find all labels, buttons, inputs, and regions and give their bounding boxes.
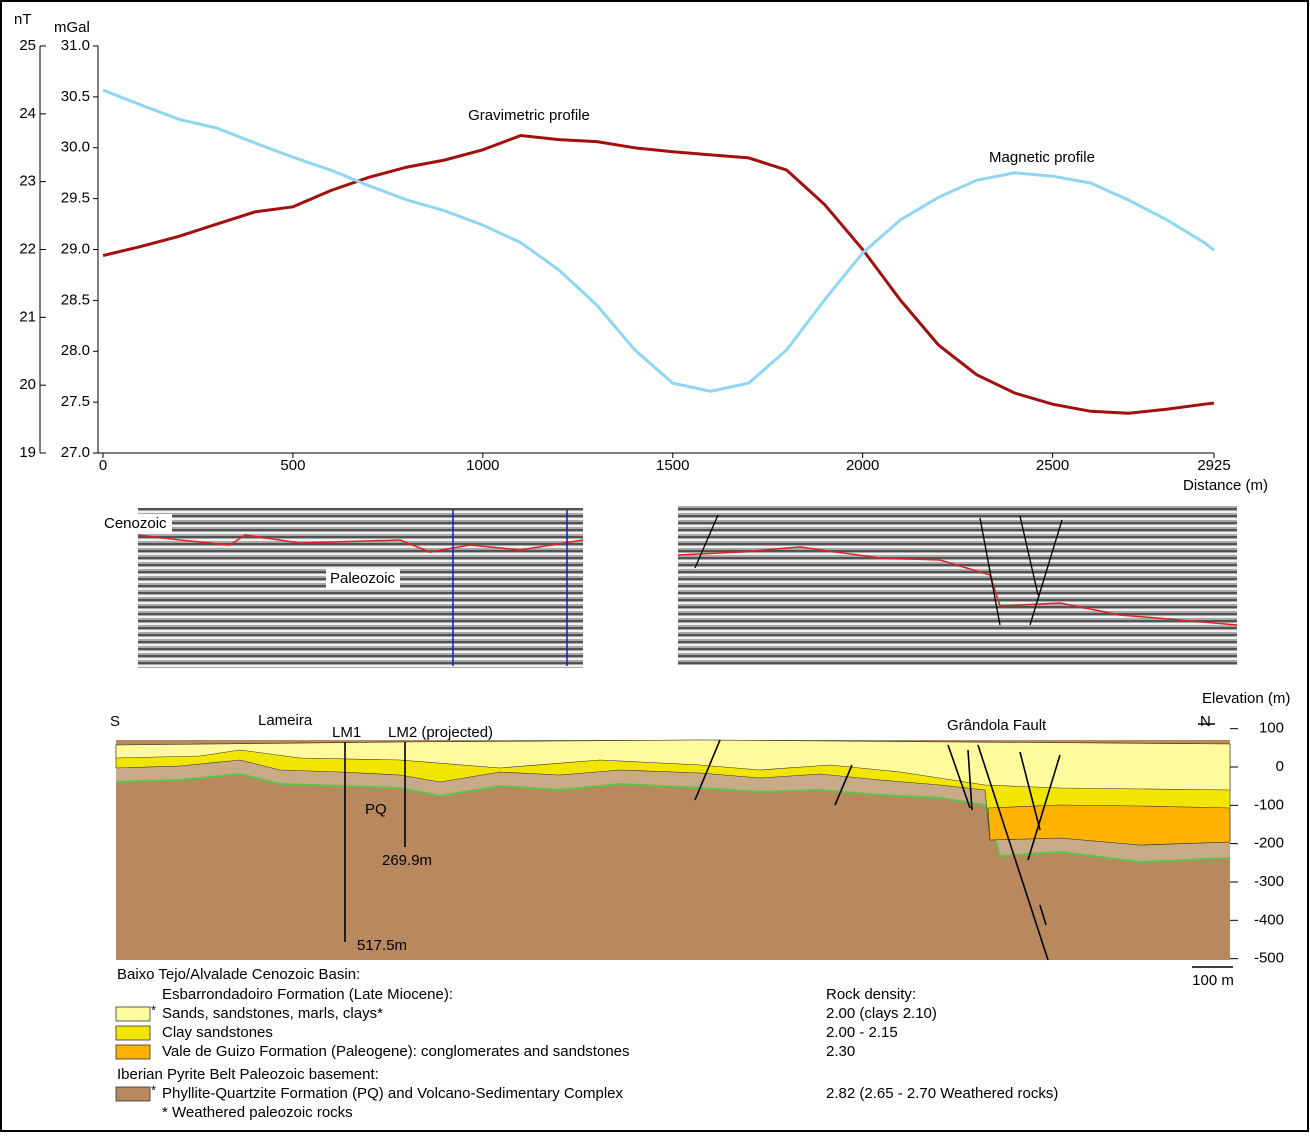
- elevation-tick-label: -100: [1254, 796, 1284, 813]
- y-tick-label: 28.5: [61, 291, 90, 308]
- elevation-tick-label: 100: [1259, 720, 1284, 737]
- y2-axis-label: nT: [14, 11, 32, 28]
- y2-tick-label: 25: [19, 37, 36, 54]
- data-line: [103, 90, 1214, 391]
- y2-tick-label: 24: [19, 105, 36, 122]
- legend-footnote: * Weathered paleozoic rocks: [162, 1104, 353, 1121]
- legend-label: Phyllite-Quartzite Formation (PQ) and Vo…: [162, 1085, 624, 1102]
- x-tick-label: 1000: [466, 457, 499, 474]
- y-tick-label: 30.5: [61, 88, 90, 105]
- elevation-axis: 100 0 -100 -200 -300 -400 -500: [1230, 720, 1284, 967]
- legend-heading: Baixo Tejo/Alvalade Cenozoic Basin:: [117, 966, 360, 983]
- section-label: Lameira: [258, 712, 313, 729]
- legend-items: * Sands, sandstones, marls, clays* 2.00 (c…: [116, 1002, 1058, 1102]
- legend-density: 2.82 (2.65 - 2.70 Weathered rocks): [826, 1085, 1058, 1102]
- legend-density: 2.00 - 2.15: [826, 1024, 898, 1041]
- y-tick-label: 30.0: [61, 139, 90, 156]
- legend-density: 2.00 (clays 2.10): [826, 1005, 937, 1022]
- cross-section: S N Lameira LM1 LM2 (projected) Grândola…: [110, 690, 1290, 989]
- x-tick-label: 0: [99, 457, 107, 474]
- y-tick-label: 29.5: [61, 190, 90, 207]
- legend-label: Clay sandstones: [162, 1024, 273, 1041]
- y2-tick-label: 23: [19, 173, 36, 190]
- legend-density: 2.30: [826, 1043, 855, 1060]
- legend-heading: Esbarrondadoiro Formation (Late Miocene)…: [162, 986, 453, 1003]
- depth-label: 517.5m: [357, 937, 407, 954]
- seismic-label: Paleozoic: [330, 570, 396, 587]
- y-tick-label: 28.0: [61, 342, 90, 359]
- line-chart: 0 500 1000 1500 2000 2500 2925 27.0 27.5 28.0 28.5…: [14, 11, 1268, 494]
- legend-heading: Iberian Pyrite Belt Paleozoic basement:: [117, 1066, 379, 1083]
- x-tick-label: 2925: [1197, 457, 1230, 474]
- seismic-label: Cenozoic: [104, 515, 167, 532]
- x-tick-label: 500: [280, 457, 305, 474]
- legend-mark: *: [151, 1002, 156, 1017]
- elevation-tick-label: -500: [1254, 950, 1284, 967]
- series-label: Magnetic profile: [989, 149, 1095, 166]
- y-tick-label: 27.0: [61, 444, 90, 461]
- legend-heading: Rock density:: [826, 986, 916, 1003]
- scale-label: 100 m: [1192, 972, 1234, 989]
- elevation-tick-label: 0: [1276, 758, 1284, 775]
- well-label: LM1: [332, 724, 361, 741]
- y-tick-label: 29.0: [61, 240, 90, 257]
- y-tick-label: 27.5: [61, 393, 90, 410]
- depth-label: 269.9m: [382, 852, 432, 869]
- x-tick-label: 2500: [1036, 457, 1069, 474]
- elevation-tick-label: -300: [1254, 873, 1284, 890]
- legend-swatch: [116, 1087, 150, 1101]
- elevation-label: Elevation (m): [1202, 690, 1290, 707]
- y2-tick-label: 20: [19, 376, 36, 393]
- x-tick-label: 1500: [656, 457, 689, 474]
- section-label: S: [110, 713, 120, 730]
- y-tick-label: 31.0: [61, 37, 90, 54]
- legend-swatch: [116, 1045, 150, 1059]
- legend-swatch: [116, 1026, 150, 1040]
- fault-label: Grândola Fault: [947, 717, 1047, 734]
- x-axis-label: Distance (m): [1183, 477, 1268, 494]
- y-axis-label: mGal: [54, 19, 90, 36]
- legend-mark: *: [151, 1082, 156, 1097]
- y2-tick-label: 19: [19, 444, 36, 461]
- seismic-left: Cenozoic Paleozoic: [100, 508, 583, 668]
- x-tick-label: 2000: [846, 457, 879, 474]
- elevation-tick-label: -400: [1254, 911, 1284, 928]
- unit-label: PQ: [365, 801, 387, 818]
- figure: 05001000150020002500292527.027.528.028.5…: [0, 0, 1310, 1133]
- well-label: LM2 (projected): [388, 724, 493, 741]
- legend-label: Vale de Guizo Formation (Paleogene): con…: [162, 1043, 630, 1060]
- elevation-tick-label: -200: [1254, 835, 1284, 852]
- y2-tick-label: 21: [19, 308, 36, 325]
- legend-swatch: [116, 1007, 150, 1021]
- y2-tick-label: 22: [19, 240, 36, 257]
- section-label: N: [1200, 713, 1211, 730]
- legend-label: Sands, sandstones, marls, clays*: [162, 1005, 383, 1022]
- seismic-right: [678, 506, 1237, 665]
- series-label: Gravimetric profile: [468, 107, 590, 124]
